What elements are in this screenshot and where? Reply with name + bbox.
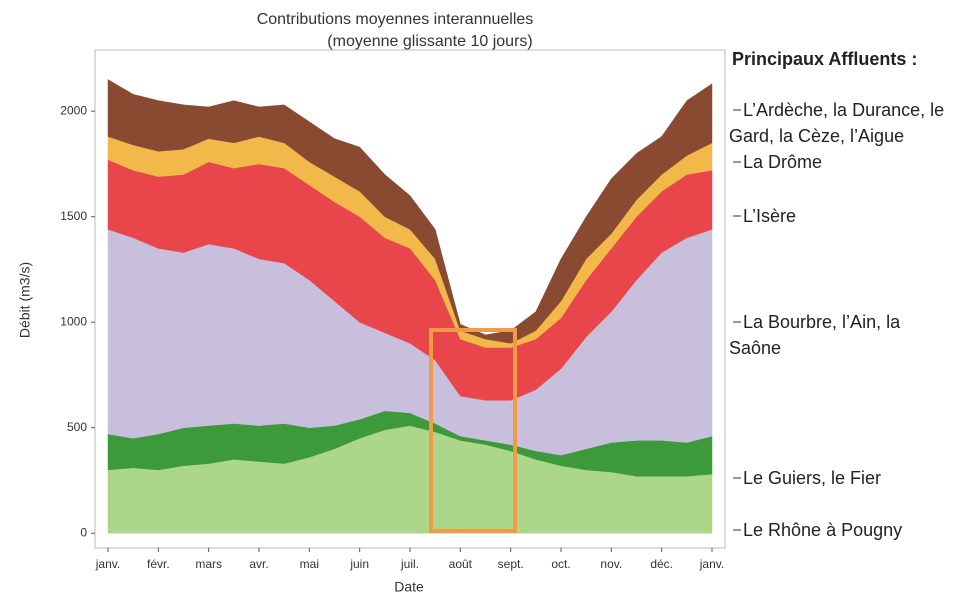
x-tick-label: juil. [400,557,419,571]
x-tick-label: août [449,557,473,571]
y-tick-label: 2000 [60,103,87,117]
chart-title: Contributions moyennes interannuelles [257,11,534,28]
y-tick-label: 1000 [60,314,87,328]
chart-subtitle: (moyenne glissante 10 jours) [327,33,532,50]
legend-title: Principaux Affluents : [732,49,918,69]
y-tick-label: 500 [67,420,87,434]
x-tick-label: mai [300,557,319,571]
plot-area [107,79,713,534]
x-axis-label: Date [394,579,424,595]
x-tick-label: janv. [95,557,120,571]
legend-entry: La Bourbre, l’Ain, la Saône [729,312,901,358]
x-tick-label: mars [195,557,222,571]
legend-entry: Le Guiers, le Fier [743,468,882,488]
legend-entry: L’Isère [743,206,797,226]
x-tick-label: déc. [650,557,673,571]
y-tick-label: 1500 [60,209,87,223]
area [107,79,713,344]
x-tick-label: oct. [551,557,570,571]
x-tick-label: avr. [249,557,268,571]
highlight-box [429,328,517,533]
x-tick-label: juin [349,557,369,571]
y-axis-label: Débit (m3/s) [17,262,33,338]
y-tick-label: 0 [80,525,87,539]
x-tick-label: sept. [498,557,524,571]
x-tick-label: févr. [147,557,170,571]
legend-entry: La Drôme [743,152,823,172]
legend-entry: L’Ardèche, la Durance, le Gard, la Cèze,… [729,100,945,146]
legend-entry: Le Rhône à Pougny [743,520,903,540]
x-tick-label: janv. [699,557,724,571]
x-tick-label: nov. [600,557,622,571]
